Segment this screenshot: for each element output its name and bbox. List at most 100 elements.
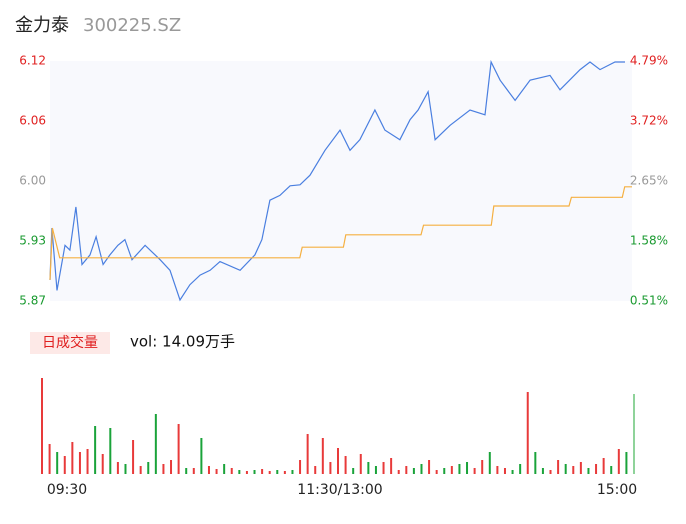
volume-bar (170, 460, 173, 474)
volume-bar (154, 414, 157, 474)
volume-bar (511, 470, 514, 474)
volume-bar (526, 392, 529, 474)
volume-bar (488, 452, 491, 474)
volume-bar (595, 464, 598, 474)
volume-bar (405, 466, 408, 474)
volume-bar (276, 470, 279, 474)
volume-bar (299, 460, 302, 474)
volume-bar (557, 460, 560, 474)
volume-bar (124, 464, 127, 474)
volume-bar (633, 394, 635, 474)
volume-bar (147, 462, 150, 474)
volume-bar (564, 464, 567, 474)
volume-bar (473, 468, 476, 474)
x-tick-label: 11:30/13:00 (297, 482, 382, 498)
volume-bar (625, 452, 628, 474)
volume-bar (359, 454, 362, 474)
volume-bar (291, 470, 294, 474)
volume-bar (617, 449, 620, 474)
volume-bar (420, 464, 423, 474)
volume-bar (56, 452, 59, 474)
volume-bar (253, 470, 256, 474)
volume-bar (192, 468, 195, 474)
volume-bar (162, 464, 165, 474)
price-line (49, 59, 625, 302)
volume-bar (610, 466, 613, 474)
volume-bar (329, 462, 332, 474)
x-tick-label: 09:30 (47, 482, 87, 498)
y2-tick-label: 3.72% (630, 114, 668, 128)
y-tick-label: 5.93 (19, 234, 46, 248)
volume-bar (572, 466, 575, 474)
y-tick-label: 6.12 (19, 54, 46, 68)
volume-bar (549, 470, 552, 474)
volume-bar (245, 471, 248, 474)
chart-title: 金力泰 (15, 15, 69, 36)
chart-subtitle: 300225.SZ (83, 15, 181, 36)
volume-bar (397, 470, 400, 474)
volume-bar (78, 452, 81, 474)
volume-bar (390, 458, 393, 474)
volume-bar (207, 466, 210, 474)
volume-bar (238, 470, 241, 474)
volume-legend: 日成交量 (42, 334, 98, 351)
y-tick-label: 5.87 (19, 294, 46, 308)
volume-bar (450, 466, 453, 474)
volume-bar (185, 468, 188, 474)
volume-bar (321, 438, 324, 474)
volume-bar (48, 444, 51, 474)
volume-bar (374, 466, 377, 474)
y2-tick-label: 0.51% (630, 294, 668, 308)
volume-bar (109, 428, 112, 474)
volume-bar (496, 466, 499, 474)
y2-tick-label: 4.79% (630, 54, 668, 68)
volume-bar (94, 426, 97, 474)
volume-bar (41, 378, 43, 474)
volume-bar (223, 464, 226, 474)
volume-bar (435, 470, 438, 474)
volume-bar (481, 460, 484, 474)
volume-bar (230, 468, 233, 474)
volume-bar (86, 449, 89, 474)
volume-bar (519, 464, 522, 474)
volume-bar (261, 469, 264, 474)
volume-bar (200, 438, 203, 474)
volume-bar (101, 454, 104, 474)
volume-bar (139, 466, 142, 474)
volume-bar (306, 434, 309, 474)
volume-total: vol: 14.09万手 (130, 333, 235, 351)
volume-bar (587, 468, 590, 474)
volume-bar (579, 462, 582, 474)
volume-bar (503, 468, 506, 474)
y2-tick-label: 2.65% (630, 174, 668, 188)
volume-bar (344, 456, 347, 474)
volume-bar (382, 462, 385, 474)
volume-bar (116, 462, 119, 474)
volume-bar (541, 468, 544, 474)
volume-bar (352, 468, 355, 474)
x-tick-label: 15:00 (597, 482, 637, 498)
volume-bar (268, 471, 271, 474)
volume-bar (215, 469, 218, 474)
volume-legend-box (30, 332, 110, 354)
volume-bar (466, 462, 469, 474)
volume-bar (71, 442, 74, 474)
volume-bar (314, 466, 317, 474)
plot-background (50, 61, 632, 301)
volume-bar (283, 471, 286, 474)
volume-bar (367, 462, 370, 474)
volume-bar (602, 458, 605, 474)
volume-bar (337, 448, 339, 474)
volume-bar (443, 468, 446, 474)
price-line (49, 186, 632, 280)
volume-bar (132, 440, 135, 474)
y-tick-label: 6.06 (19, 114, 46, 128)
y-tick-label: 6.00 (19, 174, 46, 188)
volume-bar (428, 460, 431, 474)
volume-bar (63, 456, 66, 474)
volume-bar (534, 452, 537, 474)
volume-bar (458, 464, 461, 474)
volume-bar (177, 424, 180, 474)
volume-bar (412, 468, 415, 474)
